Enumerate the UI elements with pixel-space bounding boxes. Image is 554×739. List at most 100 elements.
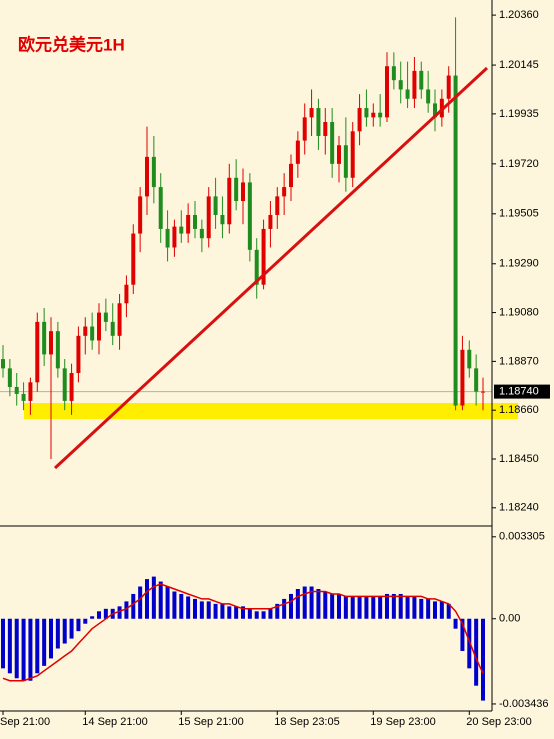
y-tick-label: 1.19720 [499,158,539,170]
candle-body [316,108,321,136]
histogram-bar [412,596,417,619]
candle-body [158,187,163,229]
candle-body [295,140,300,164]
candle-body [426,89,431,104]
y-tick-label: -0.003436 [499,698,549,710]
candle-body [21,393,26,401]
histogram-bar [385,593,389,619]
histogram-bar [316,588,321,619]
candle-body [206,196,211,239]
y-tick-label: 1.20145 [499,59,539,71]
candle-body [282,187,287,197]
y-tick-label: 1.19935 [499,108,539,120]
candle-body [350,131,355,178]
candle-body [474,368,479,392]
histogram-bar [405,596,410,619]
histogram-bar [467,618,472,669]
candle-body [467,349,472,369]
candle-body [309,108,314,118]
histogram-bar [398,593,403,619]
y-tick-label: 1.20360 [499,9,539,21]
candle-body [398,80,403,90]
y-tick-label: 1.18450 [499,453,539,465]
x-tick-label: Sep 21:00 [0,716,50,728]
histogram-bar [330,593,335,619]
histogram-bar [124,601,129,619]
histogram-bar [247,608,252,619]
candle-body [62,368,67,401]
histogram-bar [7,618,12,674]
candle-body [371,112,376,118]
histogram-bar [439,601,444,619]
histogram-bar [145,579,149,619]
candle-body [364,108,369,118]
candle-body [330,122,335,164]
x-tick-label: 15 Sep 21:00 [178,716,243,728]
histogram-bar [419,598,424,619]
candle-body [7,368,12,387]
candle-body [69,373,74,401]
candle-body [1,359,5,369]
histogram-bar [474,618,479,686]
histogram-bar [151,576,156,619]
support-zone [24,403,518,419]
candle-body [28,382,33,401]
candle-body [391,66,396,81]
histogram-bar [179,593,184,619]
histogram-bar [21,618,26,681]
candle-body [83,326,88,336]
histogram-bar [446,603,451,619]
candle-body [405,89,410,99]
candle-body [234,177,239,202]
histogram-bar [227,606,232,619]
y-tick-label: 1.18870 [499,355,539,367]
candle-body [124,284,129,304]
candle-body [446,75,451,99]
candle-body [35,321,40,383]
histogram-bar [14,618,19,679]
candle-body [103,312,108,322]
histogram-bar [261,611,266,619]
histogram-bar [117,606,122,619]
histogram-bar [42,618,47,666]
candle-body [268,214,273,229]
x-tick-label: 14 Sep 21:00 [82,716,147,728]
candle-body [193,214,197,229]
histogram-bar [76,618,81,632]
candle-body [337,145,341,164]
histogram-bar [357,596,362,619]
candle-body [378,112,383,118]
x-tick-label: 20 Sep 23:00 [466,716,531,728]
histogram-bar [90,616,95,619]
trend-line [53,66,489,470]
histogram-bar [337,593,341,619]
candle-body [247,182,252,250]
candle-body [385,66,389,118]
histogram-bar [433,601,437,619]
histogram-bar [1,618,5,669]
histogram-bar [213,603,218,619]
candle-body [138,196,143,234]
histogram-bar [481,618,485,701]
y-tick-label: 0.003305 [499,531,545,543]
histogram-bar [323,591,328,619]
histogram-bar [83,618,88,624]
candle-body [49,331,53,355]
candle-body [460,349,465,406]
y-tick-label: 1.18660 [499,404,539,416]
candle-body [453,75,458,406]
x-tick-label: 18 Sep 23:05 [274,716,339,728]
candle-body [90,326,95,341]
candle-body [14,386,19,394]
candle-body [165,228,170,248]
candle-body [110,321,115,336]
histogram-bar [138,586,143,619]
candle-body [213,196,218,215]
candle-body [241,182,245,202]
candle-body [357,108,362,132]
candle-body [323,122,328,136]
histogram-bar [220,603,225,619]
chart-title: 欧元兑美元1H [18,34,125,54]
histogram-bar [103,608,108,619]
